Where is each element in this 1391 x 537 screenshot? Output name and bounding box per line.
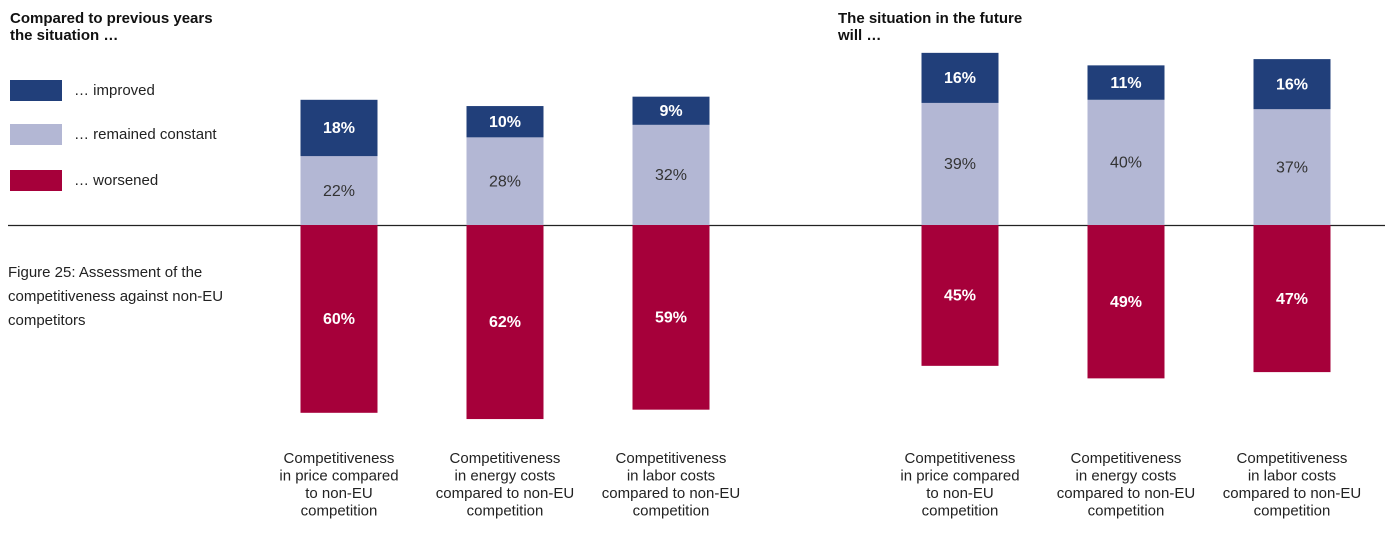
legend-label: … worsened	[74, 172, 158, 189]
legend-swatch	[10, 124, 62, 145]
x-tick-label: in labor costs	[627, 467, 715, 484]
bar-segment	[921, 225, 999, 366]
data-label: 16%	[1276, 76, 1308, 93]
data-label: 40%	[1110, 155, 1142, 172]
x-tick-label: Competitiveness	[905, 450, 1016, 467]
data-label: 47%	[1276, 291, 1308, 308]
bar-segment	[1253, 225, 1331, 373]
data-label: 59%	[655, 310, 687, 327]
data-label: 22%	[323, 183, 355, 200]
bar-segment	[1253, 59, 1331, 110]
bar-segment	[1087, 65, 1165, 100]
bar-segment	[300, 156, 378, 225]
data-label: 11%	[1110, 75, 1141, 92]
x-tick-label: compared to non-EU	[1223, 485, 1361, 502]
data-label: 49%	[1110, 294, 1142, 311]
x-tick-label: competition	[467, 502, 544, 519]
bar-segment	[1253, 109, 1331, 225]
bar-segment	[300, 225, 378, 413]
caption: competitors	[8, 312, 86, 329]
x-tick-label: competition	[301, 502, 378, 519]
bar-segment	[921, 52, 999, 103]
data-label: 18%	[323, 120, 355, 137]
chart-title: the situation …	[10, 27, 118, 44]
bar-segment	[300, 99, 378, 157]
x-tick-label: in energy costs	[1076, 467, 1177, 484]
bar-segment	[1087, 99, 1165, 225]
data-label: 16%	[944, 70, 976, 87]
data-label: 39%	[944, 156, 976, 173]
x-tick-label: competition	[633, 502, 710, 519]
data-label: 45%	[944, 288, 976, 305]
data-label: 62%	[489, 314, 521, 331]
legend-label: … improved	[74, 82, 155, 99]
x-tick-label: competition	[1088, 502, 1165, 519]
data-label: 37%	[1276, 159, 1308, 176]
x-tick-label: to non-EU	[305, 485, 373, 502]
chart-title: The situation in the future	[838, 10, 1022, 27]
legend-swatch	[10, 80, 62, 101]
bar-segment	[466, 137, 544, 225]
data-label: 9%	[659, 103, 682, 120]
x-tick-label: competition	[1254, 502, 1331, 519]
data-label: 60%	[323, 311, 355, 328]
chart-title: will …	[837, 27, 881, 44]
caption: Figure 25: Assessment of the	[8, 264, 202, 281]
x-tick-label: compared to non-EU	[1057, 485, 1195, 502]
x-tick-label: to non-EU	[926, 485, 994, 502]
x-tick-label: Competitiveness	[616, 450, 727, 467]
x-tick-label: Competitiveness	[1071, 450, 1182, 467]
legend-label: … remained constant	[74, 126, 217, 143]
x-tick-label: compared to non-EU	[436, 485, 574, 502]
x-tick-label: in labor costs	[1248, 467, 1336, 484]
bar-segment	[466, 106, 544, 138]
data-label: 28%	[489, 173, 521, 190]
x-tick-label: compared to non-EU	[602, 485, 740, 502]
x-tick-label: in energy costs	[455, 467, 556, 484]
x-tick-label: competition	[922, 502, 999, 519]
caption: competitiveness against non-EU	[8, 288, 223, 305]
chart-title: Compared to previous years	[10, 10, 213, 27]
bar-segment	[632, 96, 710, 125]
x-tick-label: Competitiveness	[450, 450, 561, 467]
bar-segment	[921, 102, 999, 225]
data-label: 10%	[489, 114, 521, 131]
legend-swatch	[10, 170, 62, 191]
x-tick-label: in price compared	[279, 467, 398, 484]
x-tick-label: in price compared	[900, 467, 1019, 484]
bar-segment	[1087, 225, 1165, 379]
x-tick-label: Competitiveness	[1237, 450, 1348, 467]
x-tick-label: Competitiveness	[284, 450, 395, 467]
data-label: 32%	[655, 167, 687, 184]
bar-segment	[466, 225, 544, 420]
bar-segment	[632, 225, 710, 410]
bar-segment	[632, 124, 710, 225]
